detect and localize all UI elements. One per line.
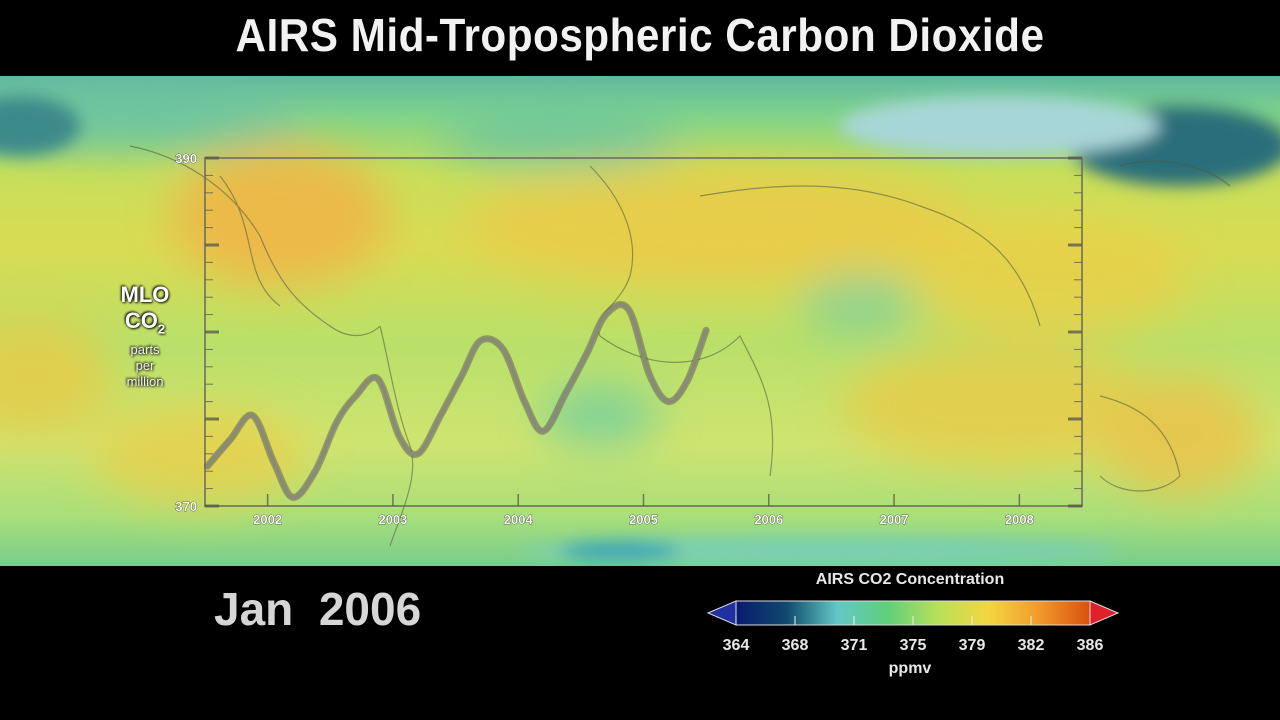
x-tick-label: 2002 bbox=[253, 512, 282, 527]
y-axis-label-mlo: MLO bbox=[120, 282, 170, 307]
y-axis-label: MLO CO2 parts per million bbox=[100, 282, 190, 390]
colorbar-unit: ppmv bbox=[888, 660, 932, 677]
x-tick-label: 2007 bbox=[880, 512, 909, 527]
chart-ticks bbox=[205, 156, 1082, 508]
colorbar-tick-label: 368 bbox=[781, 637, 809, 654]
colorbar-over-arrow bbox=[1089, 600, 1120, 626]
colorbar-under-arrow bbox=[706, 600, 737, 626]
chart-border bbox=[204, 157, 1083, 507]
date-label: Jan 2006 bbox=[214, 583, 422, 635]
colorbar-title: AIRS CO2 Concentration bbox=[815, 571, 1005, 588]
co2-subscript: 2 bbox=[157, 321, 166, 337]
colorbar-tick-label: 382 bbox=[1017, 637, 1045, 654]
y-axis-label-co2: CO2 bbox=[100, 308, 190, 342]
x-tick-label: 2005 bbox=[629, 512, 658, 527]
colorbar-tick-label: 371 bbox=[840, 637, 868, 654]
y-tick-label: 390 bbox=[175, 151, 197, 166]
mlo-co2-line bbox=[205, 302, 709, 500]
x-tick-label: 2006 bbox=[754, 512, 783, 527]
co2-text: CO bbox=[124, 308, 158, 333]
chart-frame bbox=[204, 157, 1083, 507]
y-tick-label: 370 bbox=[175, 499, 197, 514]
colorbar bbox=[706, 600, 1120, 626]
y-axis-label-million: million bbox=[126, 374, 164, 390]
colorbar-tick-label: 386 bbox=[1076, 637, 1104, 654]
x-tick-label: 2004 bbox=[504, 512, 534, 527]
colorbar-tick-label: 364 bbox=[722, 637, 750, 654]
x-tick-label: 2008 bbox=[1005, 512, 1034, 527]
page-title: AIRS Mid-Tropospheric Carbon Dioxide bbox=[235, 9, 1045, 61]
colorbar-tick-label: 379 bbox=[958, 637, 986, 654]
y-axis-label-parts: parts bbox=[130, 342, 160, 358]
colorbar-tick-label: 375 bbox=[899, 637, 927, 654]
chart-tick-labels: 390 370 2002 2003 2004 2005 2006 2007 2008 bbox=[175, 151, 1034, 528]
y-axis-label-per: per bbox=[135, 358, 155, 374]
x-tick-label: 2003 bbox=[378, 512, 407, 527]
series-line-shadow bbox=[204, 301, 710, 501]
colorbar-ticks bbox=[735, 616, 1091, 625]
